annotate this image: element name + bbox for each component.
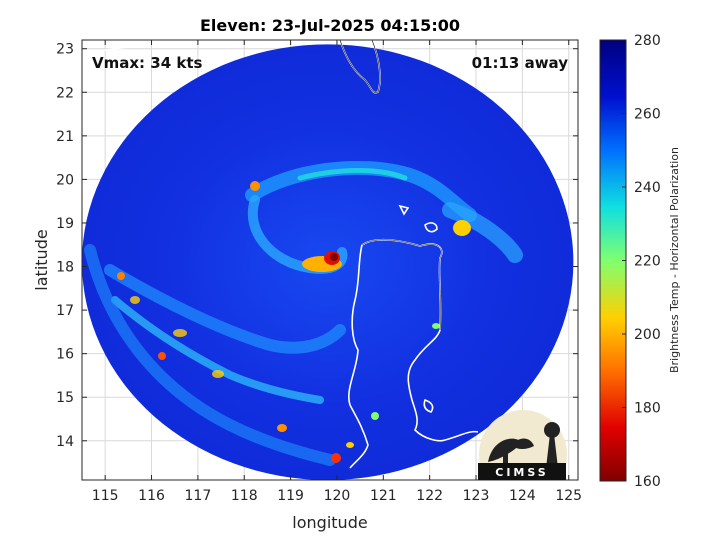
y-tick-label: 19: [56, 216, 74, 232]
hotspot-far-south-2: [346, 442, 354, 448]
y-tick-label: 21: [56, 129, 74, 145]
hotspot-west: [117, 272, 125, 280]
logo-text: CIMSS: [495, 466, 548, 479]
y-tick-label: 23: [56, 42, 74, 58]
x-tick-label: 125: [555, 488, 582, 504]
x-tick-label: 116: [138, 488, 165, 504]
logo-tower-top: [544, 422, 560, 438]
hotspot-luzon-coast: [432, 323, 440, 329]
hotspot-band-1: [173, 329, 187, 337]
y-tick-label: 14: [56, 434, 74, 450]
colorbar-tick-label: 220: [634, 254, 661, 270]
hotspot-band-3: [130, 296, 140, 304]
timing-annotation: 01:13 away: [472, 54, 569, 72]
colorbar-label: Brightness Temp - Horizontal Polarizatio…: [668, 147, 681, 373]
x-tick-label: 118: [231, 488, 258, 504]
coast-islands: [398, 204, 469, 469]
x-axis-label: longitude: [292, 513, 367, 532]
chart-title: Eleven: 23-Jul-2025 04:15:00: [200, 16, 460, 35]
rainband-outer: [84, 244, 336, 466]
y-axis-label: latitude: [32, 229, 51, 290]
vmax-annotation: Vmax: 34 kts: [92, 54, 202, 72]
hotspot-north: [250, 181, 260, 191]
colorbar-tick-label: 160: [634, 474, 661, 490]
y-tick-label: 17: [56, 303, 74, 319]
colorbar-tick-label: 260: [634, 107, 661, 123]
convection-core-max: [330, 253, 338, 261]
hotspot-luzon-east: [371, 412, 379, 420]
logo-banner: [478, 463, 566, 480]
colorbar-tick-label: 200: [634, 327, 661, 343]
logo-dish-stand: [503, 448, 508, 468]
x-tick-label: 115: [92, 488, 119, 504]
x-tick-label: 119: [277, 488, 304, 504]
hotspot-southwest: [158, 352, 166, 360]
east-band: [442, 202, 523, 263]
coast-taiwan-fragment: [87, 41, 171, 55]
colorbar-tick-label: 240: [634, 180, 661, 196]
rainband-south-west: [111, 296, 324, 404]
rainband-north-core: [297, 168, 408, 181]
hotspot-northeast: [453, 220, 471, 236]
hotspot-south: [277, 424, 287, 432]
rainband-north: [245, 160, 477, 222]
y-tick-label: 20: [56, 172, 74, 188]
logo-dish-right: [512, 438, 534, 449]
y-tick-label: 15: [56, 390, 74, 406]
x-tick-label: 120: [324, 488, 351, 504]
x-tick-label: 122: [416, 488, 443, 504]
y-tick-label: 16: [56, 347, 74, 363]
x-tick-label: 124: [509, 488, 536, 504]
y-axis: 14 15 16 17 18 19 20 21 22 23: [56, 42, 578, 450]
colorbar-tick-label: 280: [634, 33, 661, 49]
rainband-south: [104, 264, 346, 354]
x-tick-label: 117: [185, 488, 212, 504]
axes-frame: [81, 39, 579, 481]
hotspot-band-2: [212, 370, 224, 378]
brightness-features: [84, 160, 523, 466]
coast-luzon-outline: [361, 239, 443, 331]
cimss-logo: CIMSS: [478, 410, 567, 480]
x-tick-label: 121: [370, 488, 397, 504]
colorbar-tick-label: 180: [634, 401, 661, 417]
y-tick-label: 22: [56, 85, 74, 101]
hotspot-far-south: [331, 453, 341, 463]
x-tick-label: 123: [463, 488, 490, 504]
colorbar-ticks: 280 260 240 220 200 180 160: [622, 33, 661, 490]
coastlines: [87, 40, 479, 469]
y-tick-label: 18: [56, 260, 74, 276]
logo-tower: [546, 434, 558, 468]
x-axis: 115 116 117 118 119 120 121 122 123 124 125: [92, 40, 582, 504]
coast-china-outline: [339, 40, 381, 93]
